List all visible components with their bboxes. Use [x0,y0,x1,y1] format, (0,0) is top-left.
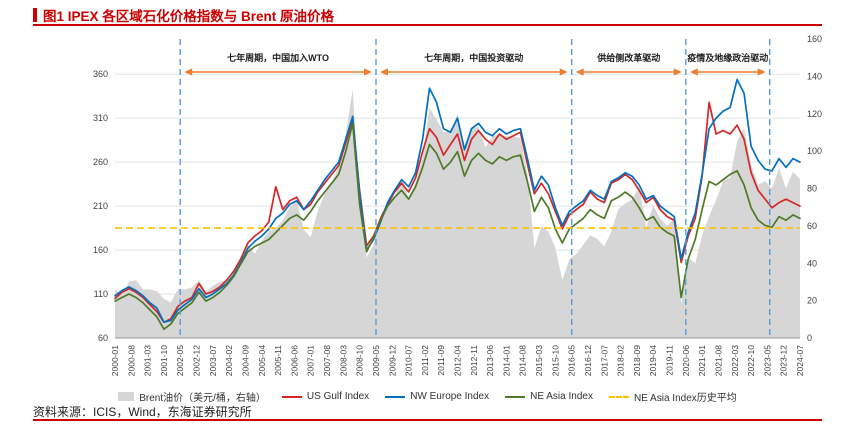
x-axis-tick-label: 2010-07 [404,345,414,376]
arrowhead-left-icon [689,68,698,76]
right-axis-tick-label: 40 [807,258,817,268]
legend-label: US Gulf Index [306,391,370,402]
legend-item: NE Asia Index历史平均 [608,389,737,404]
x-axis-tick-label: 2001-10 [159,345,169,376]
x-axis-tick-label: 2009-05 [371,345,381,376]
arrowhead-right-icon [757,68,766,76]
left-axis-tick-label: 310 [93,113,108,123]
x-axis-tick-label: 2000-08 [126,345,136,376]
legend-label: Brent油价（美元/桶，右轴） [139,393,266,404]
x-axis-tick-label: 2021-01 [697,345,707,376]
left-axis-tick-label: 60 [98,333,108,343]
x-axis-tick-label: 2011-02 [420,345,430,376]
arrowhead-right-icon [673,68,682,76]
x-axis-tick-label: 2024-07 [795,345,805,376]
left-axis-tick-label: 260 [93,157,108,167]
x-axis-tick-label: 2017-07 [599,345,609,376]
legend-item: US Gulf Index [281,391,370,402]
x-axis-tick-label: 2022-03 [730,345,740,376]
arrowhead-right-icon [364,68,372,76]
x-axis-tick-label: 2009-12 [387,345,397,376]
right-axis-tick-label: 140 [807,71,822,81]
right-axis-tick-label: 60 [807,221,817,231]
x-axis-tick-label: 2016-05 [567,345,577,376]
x-axis-tick-label: 2004-02 [224,345,234,376]
title-accent-bar [33,8,37,22]
x-axis-tick-label: 2011-09 [436,345,446,376]
x-axis-tick-label: 2005-11 [273,345,283,376]
x-axis-tick-label: 2018-09 [632,345,642,376]
left-axis-tick-label: 210 [93,201,108,211]
x-axis-tick-label: 2012-04 [453,345,463,376]
right-axis-tick-label: 0 [807,333,812,343]
x-axis-tick-label: 2001-03 [143,345,153,376]
period-annotation-label: 供给侧改革驱动 [596,52,660,63]
x-axis-tick-label: 2016-12 [583,345,593,376]
period-annotation-label: 七年周期，中国投资驱动 [424,52,523,63]
x-axis-tick-label: 2020-06 [681,345,691,376]
x-axis-tick-label: 2012-11 [469,345,479,376]
x-axis-tick-label: 2014-08 [518,345,528,376]
legend-label: NW Europe Index [410,391,490,402]
x-axis-tick-label: 2008-03 [338,345,348,376]
legend-label: NE Asia Index [530,391,593,402]
legend-item: Brent油价（美元/桶，右轴） [118,389,266,404]
arrowhead-left-icon [380,68,388,76]
figure-header: 图1 IPEX 各区域石化价格指数与 Brent 原油价格 [33,5,334,25]
ipex-brent-chart: 60 110 160 210 260 310 360 0 20 40 60 80 100 120 140 16… [93,34,822,376]
left-axis-tick-label: 160 [93,245,108,255]
right-axis-tick-label: 120 [807,109,822,119]
left-axis-tick-label: 110 [94,289,108,299]
x-axis-tick-label: 2015-10 [550,345,560,376]
x-axis-tick-label: 2023-05 [762,345,772,376]
x-axis-tick-label: 2007-08 [322,345,332,376]
x-axis-tick-label: 2015-03 [534,345,544,376]
arrowhead-right-icon [559,68,568,76]
right-axis-tick-label: 160 [807,34,822,44]
x-axis-tick-label: 2004-09 [241,345,251,376]
brent-area-series [115,89,800,338]
bottom-divider [33,419,822,421]
period-annotation-label: 疫情及地缘政治驱动 [687,52,768,63]
right-axis-tick-label: 80 [807,184,817,194]
legend-swatch-line [505,395,526,398]
x-axis-tick-label: 2014-01 [501,345,511,376]
left-axis-tick-label: 360 [93,69,108,79]
x-axis-tick-label: 2019-04 [648,345,658,376]
legend-swatch-line [281,395,302,398]
x-axis-tick-label: 2023-12 [779,345,789,376]
arrowhead-left-icon [184,68,193,76]
legend-swatch-area [118,392,135,401]
x-axis-tick-label: 2005-04 [257,345,267,376]
legend-item: NW Europe Index [385,391,489,402]
x-axis-tick-label: 2002-12 [192,345,202,376]
x-axis-tick-label: 2021-08 [714,345,724,376]
legend-swatch-line [385,395,406,398]
legend-label: NE Asia Index历史平均 [633,393,737,404]
x-axis-tick-label: 2007-01 [306,345,316,376]
legend-item: NE Asia Index [505,391,593,402]
arrowhead-left-icon [575,68,584,76]
x-axis-tick-label: 2008-10 [355,345,365,376]
period-annotation-label: 七年周期，中国加入WTO [227,52,329,63]
right-axis-tick-label: 20 [807,296,817,306]
x-axis-tick-label: 2022-10 [746,345,756,376]
x-axis-tick-label: 2002-05 [175,345,185,376]
x-axis-tick-label: 2019-11 [665,345,675,376]
source-note: 资料来源：ICIS，Wind，东海证券研究所 [33,405,252,419]
title-divider [33,24,822,26]
figure-title: 图1 IPEX 各区域石化价格指数与 Brent 原油价格 [43,9,335,24]
legend-swatch-dashed [608,395,629,398]
x-axis-tick-label: 2018-02 [616,345,626,376]
chart-legend: Brent油价（美元/桶，右轴） US Gulf Index NW Europe I… [0,389,855,404]
x-axis-tick-label: 2003-07 [208,345,218,376]
right-axis-tick-label: 100 [807,146,822,156]
x-axis-tick-label: 2013-06 [485,345,495,376]
x-axis-tick-label: 2006-06 [289,345,299,376]
x-axis-tick-label: 2000-01 [110,345,120,376]
